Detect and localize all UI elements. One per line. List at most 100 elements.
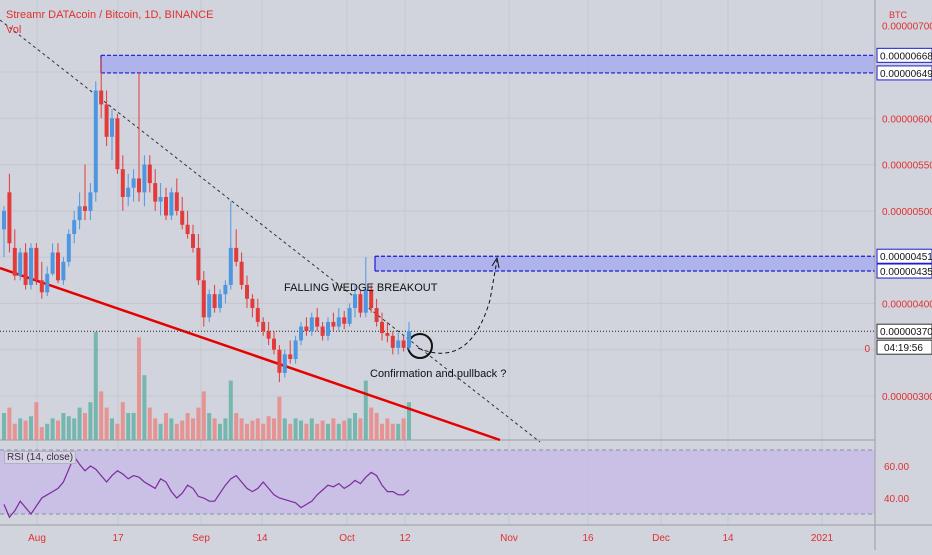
volume-bar bbox=[169, 418, 174, 440]
volume-bar bbox=[153, 418, 158, 440]
volume-bars bbox=[2, 332, 411, 440]
volume-bar bbox=[191, 418, 195, 440]
volume-bar bbox=[45, 423, 50, 440]
candle-body bbox=[18, 252, 23, 276]
candle-body bbox=[196, 247, 201, 281]
candles bbox=[2, 58, 411, 383]
candle-body bbox=[56, 252, 60, 281]
candle-body bbox=[369, 289, 374, 309]
volume-bar bbox=[342, 420, 347, 440]
volume-bar bbox=[158, 423, 163, 440]
candle-body bbox=[142, 164, 147, 193]
candle-body bbox=[245, 284, 249, 299]
candle-body bbox=[261, 321, 266, 332]
candle-body bbox=[2, 210, 6, 230]
volume-bar bbox=[18, 418, 23, 440]
candle-body bbox=[88, 192, 93, 211]
time-tick-label: 17 bbox=[112, 533, 124, 544]
volume-bar bbox=[304, 423, 309, 440]
volume-bar bbox=[255, 418, 260, 440]
volume-bar bbox=[218, 423, 222, 440]
candle-body bbox=[126, 187, 131, 197]
time-tick-label: Aug bbox=[28, 533, 46, 544]
zone-price-tag bbox=[876, 47, 932, 63]
volume-bar bbox=[56, 420, 60, 440]
trendlines bbox=[0, 19, 875, 443]
volume-bar bbox=[201, 391, 206, 440]
candle-body bbox=[12, 247, 17, 276]
volume-bar bbox=[196, 407, 201, 440]
volume-bar bbox=[126, 413, 131, 440]
time-tick-label: Dec bbox=[652, 533, 670, 544]
zone-price-text: 0.00000668 bbox=[880, 51, 932, 62]
candle-body bbox=[34, 247, 39, 281]
candle-body bbox=[390, 335, 395, 348]
volume-bar bbox=[396, 423, 401, 440]
zone-price-text: 0.00000435 bbox=[880, 267, 932, 278]
volume-bar bbox=[72, 418, 77, 440]
volume-bar bbox=[353, 413, 357, 440]
rsi-label[interactable]: RSI (14, close) bbox=[4, 451, 77, 464]
candle-body bbox=[115, 118, 120, 170]
candle-body bbox=[385, 333, 390, 336]
time-axis: Aug 17 Sep 14 Oct 12 Nov 16 Dec 14 2021 bbox=[28, 533, 833, 544]
candle-body bbox=[29, 247, 33, 285]
candle-body bbox=[326, 321, 330, 336]
volume-bar bbox=[385, 418, 390, 440]
candle-body bbox=[363, 289, 368, 313]
candle-body bbox=[77, 206, 82, 221]
volume-bar bbox=[363, 380, 368, 440]
volume-bar bbox=[261, 423, 266, 440]
candle-body bbox=[180, 210, 185, 225]
volume-bar bbox=[137, 337, 141, 440]
volume-bar bbox=[336, 423, 341, 440]
axis-tick-label: 0.00000700 bbox=[882, 22, 932, 33]
candle-body bbox=[191, 234, 195, 248]
zone-price-text: 0.00000451 bbox=[880, 252, 932, 263]
volume-label: Vol bbox=[6, 24, 22, 36]
volume-bar bbox=[110, 418, 114, 440]
volume-bar bbox=[374, 413, 379, 440]
candle-body bbox=[299, 326, 303, 341]
volume-bar bbox=[228, 380, 233, 440]
volume-bar bbox=[369, 407, 374, 440]
candle-body bbox=[110, 118, 114, 137]
time-tick-label: 14 bbox=[256, 533, 268, 544]
volume-bar bbox=[266, 416, 271, 440]
volume-bar bbox=[250, 420, 255, 440]
time-tick-label: 14 bbox=[722, 533, 734, 544]
projection-arrowhead bbox=[491, 256, 500, 269]
volume-bar bbox=[223, 418, 228, 440]
candle-body bbox=[212, 294, 217, 309]
volume-bar bbox=[29, 416, 33, 440]
volume-bar bbox=[347, 418, 352, 440]
supply-zones bbox=[100, 54, 875, 272]
volume-bar bbox=[390, 423, 395, 440]
candle-body bbox=[45, 273, 50, 293]
volume-bar bbox=[407, 402, 411, 440]
volume-bar bbox=[61, 413, 66, 440]
candle-body bbox=[131, 178, 136, 188]
descending-trendline bbox=[0, 19, 541, 443]
candle-body bbox=[228, 247, 233, 285]
rsi-tick-label: 40.00 bbox=[884, 494, 909, 505]
candle-body bbox=[407, 331, 411, 348]
candle-body bbox=[207, 294, 212, 318]
candle-body bbox=[174, 192, 179, 211]
candle-body bbox=[239, 261, 244, 285]
candle-body bbox=[164, 196, 168, 216]
candle-body bbox=[158, 196, 163, 202]
candle-body bbox=[72, 220, 77, 234]
last-price-text: 0.00000370 bbox=[880, 327, 932, 338]
support-trendline bbox=[0, 266, 501, 442]
candle-body bbox=[234, 247, 239, 262]
volume-bar bbox=[234, 413, 239, 440]
volume-bar bbox=[83, 413, 87, 440]
time-tick-label: Sep bbox=[192, 533, 210, 544]
volume-bar bbox=[282, 418, 287, 440]
volume-bar bbox=[66, 416, 71, 440]
axis-tick-label: 0.00000400 bbox=[882, 299, 932, 310]
rsi-pane bbox=[0, 449, 932, 526]
